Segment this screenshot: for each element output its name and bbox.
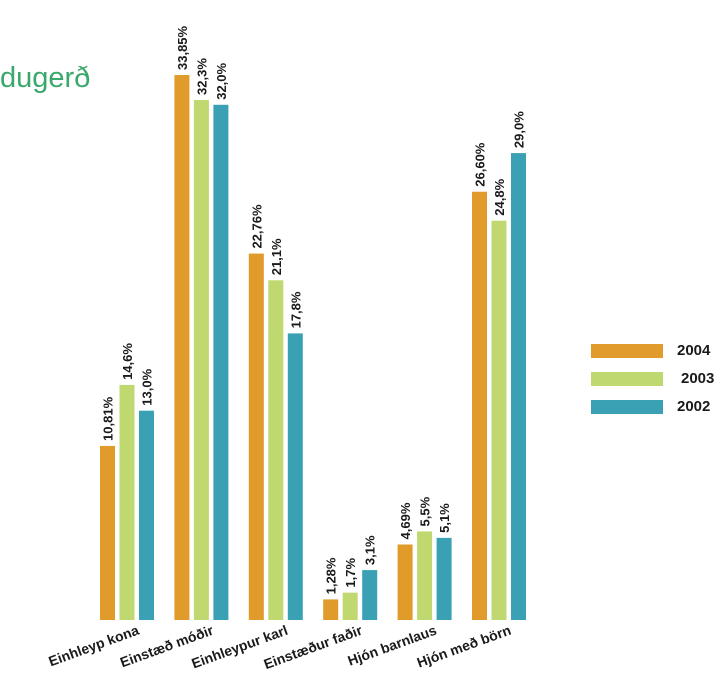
value-label-einst-ur-fa-ir-2004: 1,28%: [324, 557, 339, 594]
value-label-hjon-me-born-2002: 29,0%: [512, 111, 527, 148]
bar-einhleyp-kona-2003: [119, 384, 135, 620]
value-label-einhleyp-kona-2003: 14,6%: [120, 343, 135, 380]
value-label-einst-ur-fa-ir-2003: 1,7%: [343, 558, 358, 588]
value-label-einhleypur-karl-2003: 21,1%: [269, 238, 284, 275]
bar-hjon-me-born-2003: [491, 220, 507, 620]
bar-einst-mo-ir-2003: [193, 99, 209, 620]
value-label-hjon-barnlaus-2003: 5,5%: [418, 496, 433, 526]
bar-einst-mo-ir-2002: [213, 104, 229, 620]
bar-einst-ur-fa-ir-2004: [323, 599, 339, 620]
value-label-einhleyp-kona-2002: 13,0%: [140, 368, 155, 405]
value-label-einst-ur-fa-ir-2002: 3,1%: [363, 535, 378, 565]
bar-einhleypur-karl-2002: [287, 333, 303, 620]
value-label-hjon-barnlaus-2004: 4,69%: [398, 502, 413, 539]
chart-title-fragment: dugerð: [0, 62, 91, 94]
bar-hjon-me-born-2004: [472, 191, 487, 620]
legend-label-2004: 2004: [677, 342, 711, 359]
value-label-einst-mo-ir-2003: 32,3%: [194, 58, 209, 95]
value-label-einhleyp-kona-2004: 10,81%: [101, 396, 116, 441]
legend-label-2002: 2002: [677, 398, 711, 415]
value-label-einst-mo-ir-2004: 33,85%: [175, 25, 190, 70]
bar-einhleypur-karl-2003: [268, 280, 284, 620]
bar-hjon-barnlaus-2003: [417, 531, 433, 620]
value-labels-group: 10,81% 14,6% 13,0% 33,85% 32,3% 32,0% 22,76% 21…: [101, 25, 527, 594]
value-label-einhleypur-karl-2004: 22,76%: [249, 204, 264, 249]
value-label-einst-mo-ir-2002: 32,0%: [214, 62, 229, 99]
bar-einhleypur-karl-2004: [248, 253, 264, 621]
bar-hjon-barnlaus-2002: [436, 537, 452, 620]
bar-einst-ur-fa-ir-2002: [362, 570, 378, 620]
bar-hjon-me-born-2002: [511, 153, 526, 620]
bar-einst-ur-fa-ir-2003: [342, 592, 358, 620]
value-label-hjon-me-born-2003: 24,8%: [492, 178, 507, 215]
value-label-hjon-barnlaus-2002: 5,1%: [437, 503, 452, 533]
legend-swatch-2004: [591, 344, 663, 358]
value-label-einhleypur-karl-2002: 17,8%: [288, 291, 303, 328]
legend-swatch-2002: [591, 400, 663, 414]
bars-group: [100, 75, 526, 621]
bar-einhleyp-kona-2002: [139, 410, 154, 620]
legend-swatch-2003: [591, 372, 663, 386]
bar-hjon-barnlaus-2004: [397, 544, 413, 620]
bar-einhleyp-kona-2004: [100, 445, 115, 620]
bar-einst-mo-ir-2004: [174, 75, 190, 620]
legend-label-2003: 2003: [681, 370, 715, 387]
value-label-hjon-me-born-2004: 26,60%: [473, 142, 488, 187]
